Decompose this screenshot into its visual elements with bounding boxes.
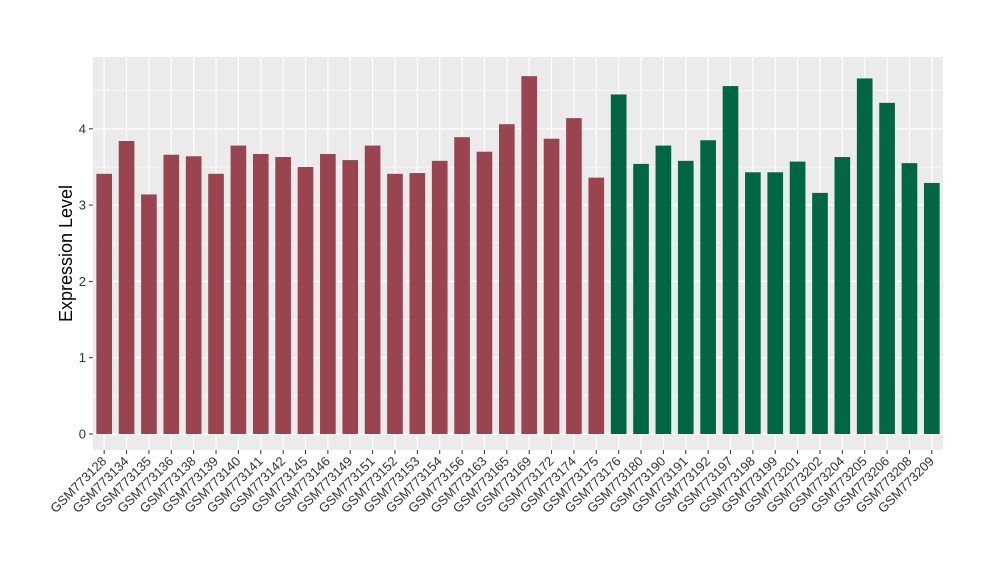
x-axis: GSM773128GSM773134GSM773135GSM773136GSM7… [47,450,937,516]
y-axis-title: Expression Level [56,185,76,322]
bar [185,156,202,434]
bar [588,177,605,434]
y-tick-label: 0 [79,427,86,442]
bar [789,161,806,434]
bar [901,163,918,434]
bar [476,151,493,434]
bar [767,172,784,434]
bar [141,194,157,434]
y-tick-label: 4 [79,121,86,136]
bar [923,182,940,434]
y-tick-label: 1 [79,350,86,365]
bar [454,137,470,434]
bar [252,153,269,434]
bar [610,94,627,434]
bar [834,157,851,434]
bar [566,118,582,435]
bar [722,86,739,435]
bar [364,145,381,434]
bar [655,145,672,434]
bar [745,172,761,434]
bar [431,160,448,434]
y-tick-label: 2 [79,274,86,289]
bar [96,173,113,434]
bar [208,173,224,434]
bar [879,102,895,434]
bar [409,173,426,434]
bar [677,160,694,434]
bar [387,173,403,434]
bar [275,157,291,434]
y-tick-label: 3 [79,198,86,213]
bar [320,153,336,434]
bar [543,138,560,434]
y-axis: 0 1 2 3 4 [79,121,93,442]
bar [230,145,247,434]
bar [342,160,359,434]
bar [856,78,873,434]
bar [297,166,314,434]
bar [118,141,135,434]
bars [96,76,940,435]
bar [521,76,538,434]
bar [498,124,515,435]
bar [163,154,180,434]
bar [812,192,828,434]
bar [700,140,716,434]
bar [633,163,649,434]
